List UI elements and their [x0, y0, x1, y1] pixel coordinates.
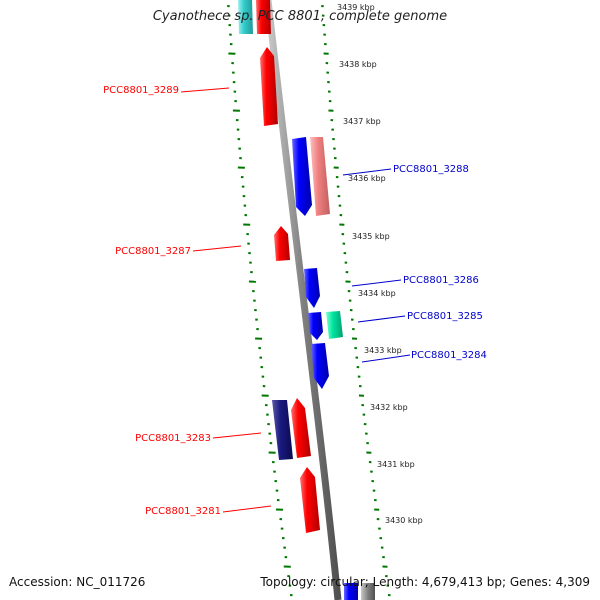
- tick-label: 3430 kbp: [385, 516, 423, 525]
- leader-line: [342, 168, 392, 176]
- gene-label[interactable]: PCC8801_3284: [411, 350, 487, 361]
- tick-label: 3434 kbp: [358, 289, 396, 298]
- tick-label: 3433 kbp: [364, 346, 402, 355]
- accession-text: Accession: NC_011726: [9, 575, 146, 589]
- gene-arrow-PCC8801_3283[interactable]: [291, 398, 311, 458]
- tick-label: 3437 kbp: [343, 117, 381, 126]
- tick-label: 3436 kbp: [348, 174, 386, 183]
- gene-arrow-PCC8801_3284[interactable]: [311, 343, 329, 389]
- gene-arrow[interactable]: [272, 400, 293, 460]
- gene-arrow-PCC8801_3288[interactable]: [292, 137, 312, 216]
- gene-labels: PCC8801_3289 PCC8801_3288 PCC8801_3287 P…: [103, 85, 487, 517]
- gene-arrow-PCC8801_3287[interactable]: [274, 226, 290, 261]
- tick-label: 3431 kbp: [377, 460, 415, 469]
- gene-arrow-PCC8801_3286[interactable]: [304, 268, 320, 308]
- gene-track: [238, 0, 375, 600]
- gene-label[interactable]: PCC8801_3281: [145, 506, 221, 517]
- leader-line: [351, 279, 402, 287]
- dotted-rings: [227, 5, 391, 597]
- gene-label[interactable]: PCC8801_3283: [135, 433, 211, 444]
- gene-arrow[interactable]: [238, 0, 253, 34]
- gene-arrow[interactable]: [256, 0, 271, 34]
- gene-arrow-PCC8801_3281[interactable]: [300, 467, 320, 533]
- tick-label: 3438 kbp: [339, 60, 377, 69]
- gene-label[interactable]: PCC8801_3285: [407, 311, 483, 322]
- leader-lines: [180, 87, 411, 513]
- genome-backbone: [264, 0, 342, 600]
- gene-arrow-PCC8801_3285[interactable]: [308, 312, 323, 340]
- kbp-scale: 3439 kbp 3438 kbp 3437 kbp 3436 kbp 3435…: [337, 3, 423, 525]
- gene-arrow[interactable]: [310, 137, 330, 216]
- gene-label[interactable]: PCC8801_3287: [115, 246, 191, 257]
- genome-summary-text: Topology: circular; Length: 4,679,413 bp…: [260, 575, 590, 589]
- tick-label: 3435 kbp: [352, 232, 390, 241]
- gene-arrow[interactable]: [326, 311, 343, 339]
- gene-label[interactable]: PCC8801_3288: [393, 164, 469, 175]
- gene-label[interactable]: PCC8801_3286: [403, 275, 479, 286]
- map-title: Cyanothece sp. PCC 8801, complete genome: [152, 9, 448, 24]
- leader-line: [357, 315, 406, 323]
- tick-label: 3439 kbp: [337, 3, 375, 12]
- gene-arrow[interactable]: [344, 583, 358, 600]
- gene-arrow-PCC8801_3289[interactable]: [260, 47, 278, 126]
- leader-line: [361, 354, 411, 363]
- leader-line: [212, 432, 262, 439]
- leader-line: [180, 87, 230, 93]
- leader-line: [222, 505, 272, 513]
- gene-arrow[interactable]: [361, 583, 375, 600]
- tick-label: 3432 kbp: [370, 403, 408, 412]
- leader-line: [192, 245, 242, 252]
- gene-label[interactable]: PCC8801_3289: [103, 85, 179, 96]
